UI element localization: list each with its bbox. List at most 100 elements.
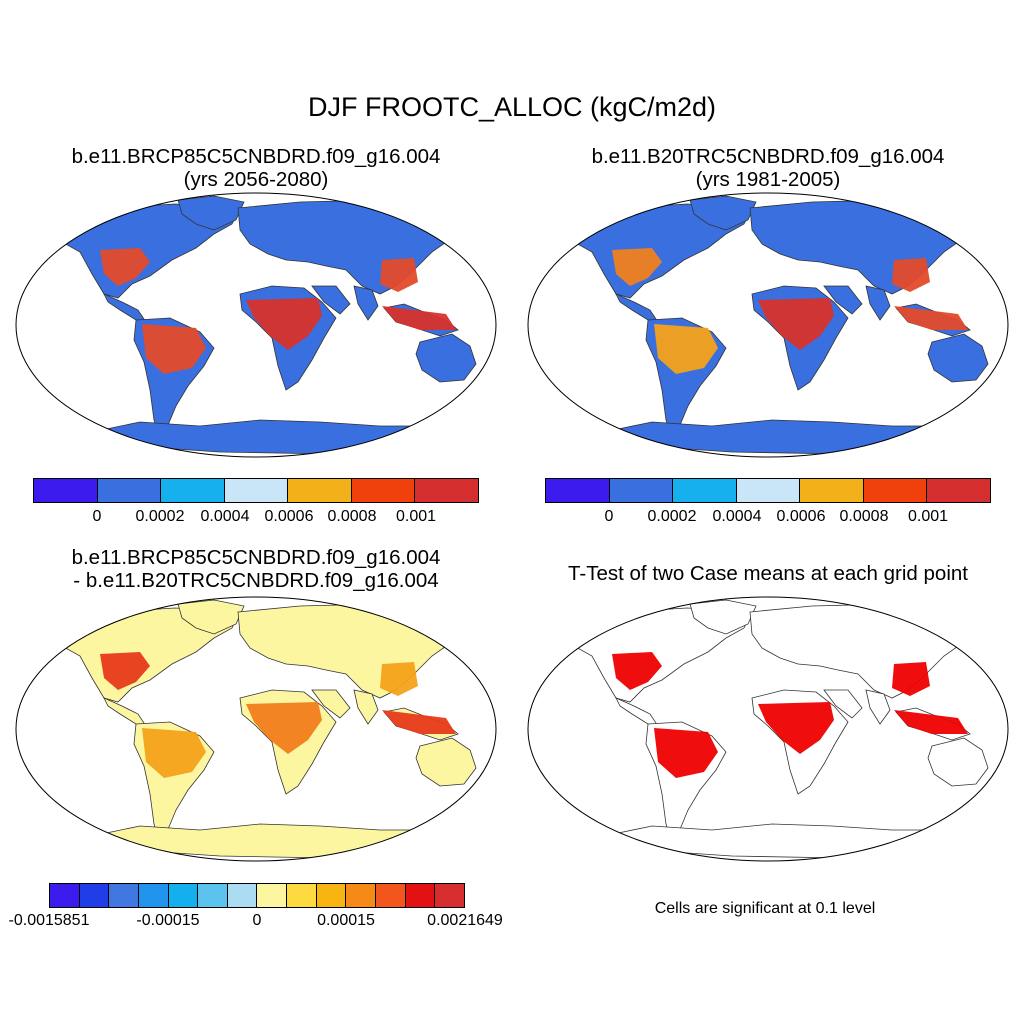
land-india — [353, 689, 379, 725]
colorbar-tick-label: 0.0002 — [135, 508, 185, 525]
map-border — [15, 596, 497, 862]
colorbar-tick-label: 0.0004 — [200, 508, 250, 525]
land-india — [865, 285, 891, 321]
region-amazon — [142, 324, 206, 374]
historical-title-line2: (yrs 1981-2005) — [695, 168, 841, 191]
region-eastern-us — [100, 248, 150, 286]
difference-map — [15, 596, 497, 862]
land-greenland — [689, 195, 757, 231]
land-greenland — [177, 195, 245, 231]
colorbar-swatch — [800, 479, 864, 502]
future-title-line1: b.e11.BRCP85C5CNBDRD.f09_g16.004 — [71, 145, 441, 168]
colorbar-tick-label: 0.0021649 — [427, 912, 503, 929]
colorbar-swatch — [34, 479, 98, 502]
colorbar-tick-label: -0.0015851 — [8, 912, 90, 929]
map-border — [527, 596, 1009, 862]
significance-note: Cells are significant at 0.1 level — [654, 900, 876, 917]
historical-map — [527, 192, 1009, 458]
colorbar-swatch — [97, 479, 162, 502]
colorbar-tick-label: 0.001 — [907, 508, 949, 525]
land-greenland — [689, 599, 757, 635]
colorbar-tick-label: 0.001 — [395, 508, 437, 525]
land-australia — [415, 737, 477, 787]
region-amazon — [654, 728, 718, 778]
colorbar-swatch — [609, 479, 674, 502]
difference-panel-title: b.e11.BRCP85C5CNBDRD.f09_g16.004 - b.e11… — [72, 546, 441, 592]
colorbar-swatch — [376, 884, 406, 907]
colorbar-swatch — [257, 884, 288, 907]
future-colorbar — [33, 478, 479, 503]
colorbar-tick-label: -0.00015 — [136, 912, 200, 929]
difference-colorbar — [49, 883, 465, 908]
region-amazon — [142, 728, 206, 778]
colorbar-swatch — [168, 884, 199, 907]
region-se-asia — [382, 710, 456, 734]
region-east-asia — [380, 662, 418, 696]
ttest-panel-title: T-Test of two Case means at each grid po… — [568, 562, 968, 585]
land-india — [865, 689, 891, 725]
colorbar-tick-label: 0.0002 — [647, 508, 697, 525]
historical-colorbar — [545, 478, 991, 503]
region-amazon — [654, 324, 718, 374]
region-central-africa — [246, 298, 322, 350]
region-east-asia — [380, 258, 418, 292]
region-eastern-us — [100, 652, 150, 690]
land-india — [353, 285, 379, 321]
colorbar-swatch — [351, 479, 416, 502]
colorbar-swatch — [863, 479, 928, 502]
colorbar-swatch — [316, 884, 347, 907]
land-arabia — [311, 285, 351, 315]
colorbar-swatch — [50, 884, 80, 907]
region-eastern-us — [612, 248, 662, 286]
figure-title: DJF FROOTC_ALLOC (kgC/m2d) — [307, 92, 717, 122]
future-map — [15, 192, 497, 458]
colorbar-tick-label: 0.0008 — [839, 508, 889, 525]
land-arabia — [823, 689, 863, 719]
region-se-asia — [382, 306, 456, 330]
region-central-africa — [758, 702, 834, 754]
historical-panel-title: b.e11.B20TRC5CNBDRD.f09_g16.004 (yrs 198… — [592, 145, 945, 191]
colorbar-tick-label: 0.0004 — [712, 508, 762, 525]
land-australia — [927, 333, 989, 383]
colorbar-tick-label: 0.0006 — [264, 508, 314, 525]
region-east-asia — [892, 258, 930, 292]
colorbar-swatch — [224, 479, 289, 502]
difference-title-line2: - b.e11.B20TRC5CNBDRD.f09_g16.004 — [73, 569, 439, 592]
ttest-map — [527, 596, 1009, 862]
colorbar-swatch — [198, 884, 228, 907]
colorbar-swatch — [736, 479, 801, 502]
colorbar-swatch — [79, 884, 110, 907]
colorbar-swatch — [346, 884, 377, 907]
future-panel-title: b.e11.BRCP85C5CNBDRD.f09_g16.004 (yrs 20… — [72, 145, 441, 191]
region-east-asia — [892, 662, 930, 696]
region-eastern-us — [612, 652, 662, 690]
land-australia — [927, 737, 989, 787]
colorbar-swatch — [109, 884, 139, 907]
colorbar-tick-label: 0 — [92, 508, 102, 525]
historical-title-line1: b.e11.B20TRC5CNBDRD.f09_g16.004 — [591, 145, 945, 168]
region-central-africa — [758, 298, 834, 350]
colorbar-swatch — [927, 479, 991, 502]
land-australia — [415, 333, 477, 383]
land-layer — [57, 599, 491, 859]
colorbar-tick-label: 0.0008 — [327, 508, 377, 525]
colorbar-swatch — [227, 884, 258, 907]
map-border — [15, 192, 497, 458]
future-title-line2: (yrs 2056-2080) — [183, 168, 329, 191]
colorbar-swatch — [161, 479, 225, 502]
colorbar-tick-label: 0.00015 — [317, 912, 375, 929]
colorbar-swatch — [288, 479, 352, 502]
land-arabia — [823, 285, 863, 315]
colorbar-tick-label: 0 — [252, 912, 262, 929]
region-central-africa — [246, 702, 322, 754]
colorbar-swatch — [415, 479, 479, 502]
colorbar-tick-label: 0.0006 — [776, 508, 826, 525]
colorbar-swatch — [435, 884, 464, 907]
land-greenland — [177, 599, 245, 635]
colorbar-swatch — [673, 479, 737, 502]
colorbar-swatch — [546, 479, 610, 502]
land-arabia — [311, 689, 351, 719]
colorbar-swatch — [405, 884, 436, 907]
map-border — [527, 192, 1009, 458]
region-se-asia — [894, 306, 968, 330]
